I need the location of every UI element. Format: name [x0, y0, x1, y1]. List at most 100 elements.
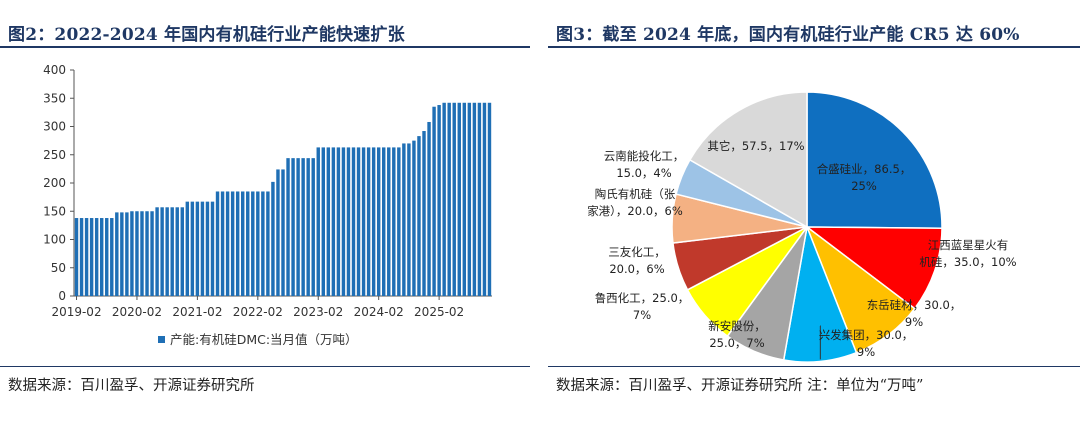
pie-slice — [688, 91, 808, 229]
pie-data-label: 新安股份， — [708, 319, 766, 333]
capacity-bar — [392, 147, 396, 296]
pie-data-label: 20.0，6% — [609, 262, 664, 276]
capacity-bar — [371, 147, 376, 296]
y-tick-label: 200 — [43, 176, 66, 190]
figure-3-source: 数据来源：百川盈孚、开源证券研究所 注：单位为“万吨” — [556, 378, 924, 394]
capacity-bar — [407, 143, 411, 296]
capacity-bar — [225, 191, 230, 296]
capacity-bar — [286, 158, 290, 296]
pie-data-label: 25% — [851, 179, 877, 193]
right-figure-panel: 图3：截至 2024 年底，国内有机硅行业产能 CR5 达 60% 合盛硅业，8… — [548, 0, 1080, 422]
capacity-bar — [316, 147, 320, 296]
pie-slice — [806, 91, 943, 229]
x-tick-label: 2022-02 — [233, 305, 283, 319]
pie-data-label: 家港），20.0，6% — [587, 204, 683, 218]
capacity-bar — [382, 147, 386, 296]
capacity-bar — [276, 169, 280, 296]
capacity-bar — [341, 147, 346, 296]
capacity-bar — [205, 201, 210, 296]
left-figure-panel: 图2：2022-2024 年国内有机硅行业产能快速扩张 0 50 100 150 200… — [0, 0, 530, 422]
pie-slice — [804, 226, 943, 310]
capacity-bar — [210, 201, 215, 296]
capacity-bar — [432, 106, 436, 296]
capacity-bar — [140, 211, 144, 296]
capacity-bar — [251, 191, 255, 296]
capacity-bar — [422, 131, 426, 296]
capacity-bar — [150, 211, 154, 296]
capacity-bar — [361, 147, 366, 296]
capacity-bar — [170, 207, 174, 296]
legend-label: 产能:有机硅DMC:当月值（万吨） — [170, 332, 358, 347]
capacity-bar — [447, 102, 451, 296]
y-tick-label: 300 — [43, 120, 66, 134]
capacity-bar — [120, 212, 124, 296]
capacity-bar — [467, 102, 472, 296]
capacity-bar — [94, 218, 99, 296]
figure-2-source: 数据来源：百川盈孚、开源证券研究所 — [8, 378, 255, 394]
capacity-bar — [472, 102, 477, 296]
capacity-bar — [240, 191, 245, 296]
capacity-bar — [160, 207, 164, 296]
capacity-bar — [261, 191, 265, 296]
capacity-bar — [125, 212, 129, 296]
capacity-bar — [487, 102, 492, 296]
capacity-bar — [457, 102, 461, 296]
pie-data-label: 15.0，4% — [616, 166, 671, 180]
capacity-bar — [84, 218, 89, 296]
capacity-bar — [271, 181, 275, 296]
capacity-bar — [220, 191, 225, 296]
pie-data-label: 陶氏有机硅（张 — [595, 187, 676, 201]
capacity-bar — [99, 218, 104, 296]
capacity-bar — [180, 207, 184, 296]
capacity-bar — [417, 136, 421, 296]
pie-data-label: 合盛硅业，86.5， — [817, 162, 912, 176]
capacity-bar — [351, 147, 356, 296]
capacity-bar — [397, 147, 401, 296]
pie-data-label: 25.0，7% — [709, 336, 764, 350]
pie-data-label: 云南能投化工， — [604, 149, 685, 163]
pie-data-label: 鲁西化工，25.0， — [595, 291, 690, 305]
capacity-bar — [452, 102, 456, 296]
x-tick-label: 2020-02 — [112, 305, 162, 319]
capacity-bar — [165, 207, 169, 296]
capacity-bar — [256, 191, 260, 296]
x-tick-label: 2024-02 — [354, 305, 404, 319]
capacity-bar — [235, 191, 240, 296]
capacity-bar — [110, 218, 114, 296]
pie-data-label: 9% — [857, 345, 875, 359]
capacity-bar — [195, 201, 200, 296]
capacity-bar — [321, 147, 326, 296]
capacity-bar — [215, 191, 220, 296]
capacity-bar — [402, 143, 406, 296]
x-tick-label: 2023-02 — [293, 305, 343, 319]
capacity-bar — [200, 201, 205, 296]
capacity-bar — [89, 218, 94, 296]
y-tick-label: 400 — [43, 63, 66, 77]
capacity-bar — [437, 105, 441, 296]
capacity-bar — [266, 191, 270, 296]
capacity-bar — [311, 158, 315, 296]
figure-2-title: 图2：2022-2024 年国内有机硅行业产能快速扩张 — [8, 25, 405, 45]
capacity-bar-chart: 0 50 100 150 200 250 300 350 400 2019-02 2020-02 20… — [43, 63, 492, 347]
title-divider — [0, 46, 530, 48]
pie-data-label: 东岳硅材，30.0， — [867, 298, 962, 312]
y-tick-label: 150 — [43, 204, 66, 218]
capacity-bar — [346, 147, 351, 296]
capacity-bar — [296, 158, 300, 296]
capacity-bar — [230, 191, 235, 296]
figure-3-title: 图3：截至 2024 年底，国内有机硅行业产能 CR5 达 60% — [556, 25, 1020, 45]
source-divider — [0, 366, 530, 367]
capacity-bar — [74, 218, 79, 296]
y-tick-label: 250 — [43, 148, 66, 162]
legend-swatch — [158, 336, 165, 343]
pie-data-label: 兴发集团，30.0， — [819, 328, 914, 342]
capacity-bar — [387, 147, 391, 296]
title-divider — [548, 46, 1080, 48]
capacity-bar — [105, 218, 109, 296]
x-tick-label: 2019-02 — [51, 305, 101, 319]
y-tick-label: 350 — [43, 91, 66, 105]
capacity-bar — [477, 102, 482, 296]
capacity-bar — [115, 212, 119, 296]
capacity-bar — [326, 147, 331, 296]
